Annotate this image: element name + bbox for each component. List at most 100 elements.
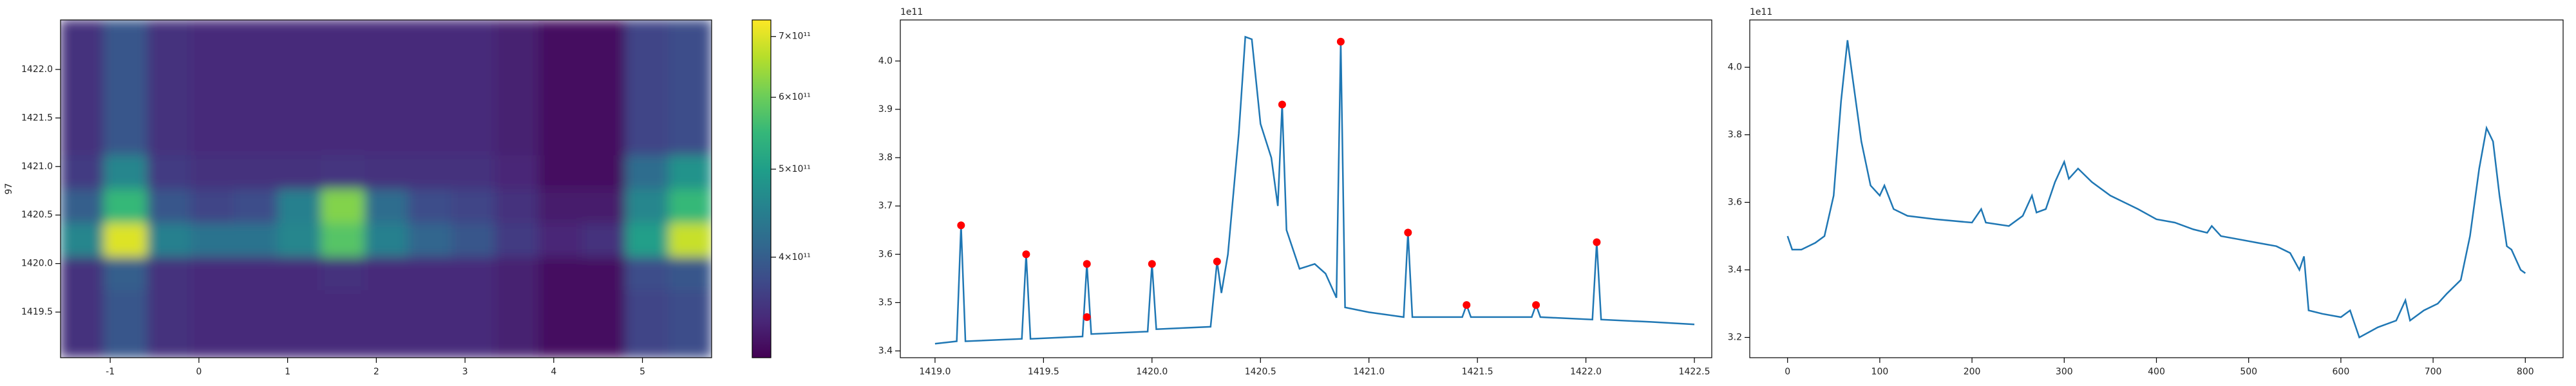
peak-marker [957,221,965,230]
y-tick-label: 3.4 [878,345,893,356]
heatmap-cell [277,256,322,290]
heatmap-cell [147,53,191,87]
y-tick-label: 3.6 [878,249,893,259]
heatmap-cell [147,120,191,156]
heatmap-cell [582,120,626,156]
heatmap-cell [277,53,322,87]
heatmap-cell [147,154,191,189]
heatmap-cell [582,289,626,324]
colorbar-tick-label: 5×10¹¹ [779,164,811,174]
heatmap-cell [668,289,712,324]
y-tick-label: 1421.0 [21,161,53,172]
x-tick-label: 5 [639,367,645,377]
heatmap-cell [625,154,670,189]
heatmap-cell [582,256,626,290]
x-tick-label: 1419.5 [1028,367,1059,377]
heatmap-cell [277,20,322,55]
heatmap-cell [61,53,104,87]
heatmap-cell [582,86,626,122]
heatmap-cell [582,154,626,189]
x-tick-label: 1419.0 [919,367,951,377]
heatmap-cell [277,222,322,257]
x-tick-label: 1422.5 [1679,367,1710,377]
colorbar [752,19,772,358]
heatmap-cell [147,289,191,324]
peak-marker [1148,260,1156,268]
heatmap-cell [103,20,148,55]
heatmap-cell [668,222,712,257]
peak-marker [1278,100,1286,109]
heatmap-cell [538,222,583,257]
colorbar-tick-label: 6×10¹¹ [779,92,811,102]
heatmap-cell [625,323,670,358]
x-tick-label: 700 [2425,367,2442,377]
x-tick-label: 1421.5 [1462,367,1493,377]
y-axis-label: 97 [4,183,14,195]
x-tick-label: 1420.0 [1136,367,1168,377]
heatmap-cell [61,256,104,290]
axes-frame [1749,19,2564,358]
axes-frame [60,19,712,358]
heatmap-cell [364,222,409,257]
heatmap-cell [190,323,235,358]
offset-label: 1e11 [1750,7,1772,17]
heatmap-cell [147,20,191,55]
heatmap-cell [582,20,626,55]
y-tick-label: 4.0 [878,56,893,66]
heatmap-cell [234,20,278,55]
heatmap-cell [364,289,409,324]
heatmap-cell [190,154,235,189]
heatmap-cell [61,323,104,358]
heatmap-cell [668,323,712,358]
heatmap-cell [190,86,235,122]
heatmap-cell [495,154,539,189]
heatmap-cell [103,323,148,358]
x-tick-label: 600 [2333,367,2350,377]
heatmap-cell [451,20,496,55]
y-tick-label: 3.9 [878,104,893,115]
x-tick-label: 500 [2240,367,2257,377]
heatmap-cell [364,188,409,223]
x-tick-label: 300 [2056,367,2073,377]
heatmap-cell [190,256,235,290]
heatmap-cell [190,289,235,324]
heatmap-cell [321,53,365,87]
x-tick-label: 1421.0 [1353,367,1385,377]
heatmap-cell [451,256,496,290]
y-tick-label: 4.0 [1728,62,1742,73]
y-tick-label: 1422.0 [21,64,53,75]
peak-marker [1083,260,1091,268]
heatmap-cell [668,53,712,87]
x-tick-label: 2 [374,367,379,377]
heatmap-cell [321,120,365,156]
y-tick-label: 3.8 [1728,130,1742,140]
heatmap-cell [147,256,191,290]
y-tick-label: 3.7 [878,201,893,211]
peak-marker [1463,301,1471,309]
heatmap-cell [103,222,148,257]
heatmap-cell [321,323,365,358]
heatmap-cell [408,20,452,55]
peak-marker [1336,37,1345,46]
heatmap-cell [147,86,191,122]
heatmap-cell [147,222,191,257]
y-tick-label: 3.6 [1728,198,1742,208]
y-tick-label: 3.2 [1728,333,1742,343]
x-tick-label: 800 [2517,367,2534,377]
x-tick-label: 200 [1964,367,1981,377]
heatmap-cell [495,256,539,290]
heatmap-cell [103,53,148,87]
heatmap-cell [408,154,452,189]
heatmap-cell [495,53,539,87]
heatmap-cell [408,86,452,122]
x-tick-label: 400 [2148,367,2165,377]
heatmap-cell [668,20,712,55]
heatmap-cell [364,323,409,358]
heatmap-cell [321,86,365,122]
peak-marker [1213,257,1221,266]
heatmap-cell [451,120,496,156]
heatmap-cells [61,20,712,358]
heatmap-cell [277,86,322,122]
offset-label: 1e11 [900,7,923,17]
heatmap-cell [321,20,365,55]
